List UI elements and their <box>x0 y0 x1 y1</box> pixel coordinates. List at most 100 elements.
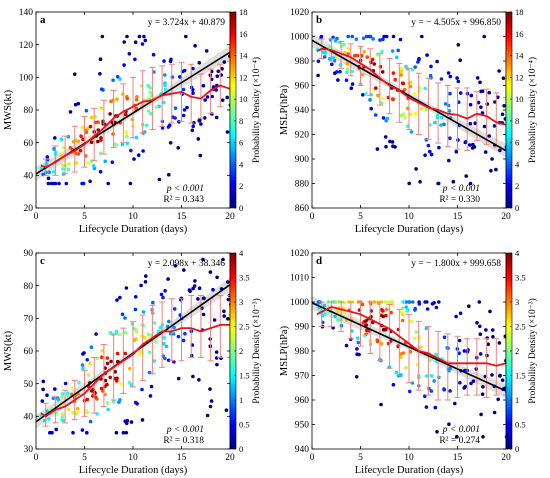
y-tick-label: 60 <box>24 347 34 357</box>
scatter-point <box>39 166 44 170</box>
scatter-point <box>100 348 105 353</box>
scatter-point <box>181 113 186 118</box>
p-value: p < 0.001 <box>166 425 204 435</box>
scatter-point <box>47 417 51 421</box>
scatter-point <box>322 304 327 308</box>
x-tick-label: 10 <box>404 453 414 463</box>
x-tick-label: 0 <box>34 453 39 463</box>
scatter-point <box>414 167 418 171</box>
y-tick-label: 40 <box>24 413 34 423</box>
scatter-point <box>424 405 429 409</box>
scatter-point <box>407 181 412 186</box>
scatter-point <box>154 105 159 109</box>
scatter-point <box>115 75 120 79</box>
scatter-point <box>134 97 139 102</box>
scatter-point <box>115 351 120 356</box>
scatter-point <box>398 37 403 42</box>
scatter-point <box>84 108 89 113</box>
scatter-point <box>160 126 165 130</box>
scatter-point <box>352 53 357 58</box>
scatter-point <box>147 350 152 355</box>
scatter-point <box>369 106 374 111</box>
scatter-point <box>381 314 386 319</box>
scatter-point <box>111 132 115 136</box>
scatter-point <box>141 323 146 328</box>
scatter-point <box>208 387 212 391</box>
scatter-point <box>123 351 127 356</box>
scatter-point <box>490 157 494 161</box>
scatter-point <box>425 307 430 311</box>
scatter-point <box>198 153 203 158</box>
colorbar-tick-label: 0 <box>515 203 519 213</box>
colorbar-tick-label: 14 <box>239 51 248 61</box>
scatter-point <box>56 397 60 402</box>
scatter-point <box>40 399 45 403</box>
scatter-point <box>181 338 186 343</box>
scatter-point <box>364 332 369 336</box>
y-tick-label: 1020 <box>290 249 309 259</box>
scatter-point <box>215 275 219 280</box>
scatter-point <box>381 37 385 42</box>
scatter-point <box>94 332 98 336</box>
scatter-point <box>80 363 85 367</box>
scatter-point <box>193 44 197 48</box>
regression-equation: y = − 4.505x + 996.850 <box>411 18 501 28</box>
scatter-point <box>435 430 439 434</box>
scatter-point <box>356 340 361 345</box>
colorbar-tick-label: 1.5 <box>239 371 250 381</box>
scatter-point <box>98 57 103 61</box>
regression-equation: y = 3.724x + 40.879 <box>148 18 225 28</box>
scatter-point <box>372 62 377 66</box>
scatter-point <box>327 56 332 61</box>
colorbar-tick-label: 18 <box>239 7 248 17</box>
scatter-point <box>163 289 167 293</box>
y-tick-label: 950 <box>295 421 310 431</box>
scatter-point <box>66 134 71 139</box>
r-squared: R² = 0.343 <box>163 195 204 205</box>
scatter-point <box>331 35 335 40</box>
scatter-point <box>222 309 226 314</box>
scatter-point <box>76 139 80 144</box>
scatter-point <box>98 72 102 76</box>
y-axis-label: MWS(kt) <box>3 89 14 130</box>
scatter-point <box>108 112 112 116</box>
scatter-point <box>380 49 384 54</box>
scatter-point <box>176 376 181 381</box>
scatter-point <box>467 304 471 309</box>
scatter-point <box>157 104 161 109</box>
x-tick-label: 5 <box>82 212 87 222</box>
scatter-point <box>330 62 334 67</box>
scatter-point <box>401 351 406 355</box>
scatter-point <box>146 332 151 337</box>
scatter-point <box>435 59 439 64</box>
scatter-point <box>480 392 485 397</box>
scatter-point <box>46 181 51 186</box>
scatter-point <box>468 102 473 107</box>
scatter-point <box>181 87 186 92</box>
x-axis-label: Lifecycle Duration (days) <box>355 224 464 235</box>
scatter-point <box>133 57 137 62</box>
scatter-point <box>137 34 142 39</box>
scatter-point <box>89 345 94 350</box>
x-tick-label: 10 <box>128 212 138 222</box>
scatter-point <box>178 75 182 79</box>
scatter-point <box>140 418 145 422</box>
scatter-point <box>140 42 145 46</box>
scatter-point <box>137 352 141 357</box>
scatter-point <box>127 380 132 385</box>
scatter-point <box>199 122 203 126</box>
scatter-point <box>173 106 178 110</box>
scatter-point <box>81 366 85 371</box>
scatter-point <box>119 382 123 386</box>
colorbar-tick-label: 2 <box>515 346 519 356</box>
scatter-point <box>370 57 375 62</box>
scatter-point <box>81 181 86 186</box>
x-tick-label: 20 <box>225 453 235 463</box>
y-tick-label: 990 <box>295 323 310 333</box>
scatter-point <box>485 102 490 106</box>
scatter-point <box>148 90 152 95</box>
scatter-point <box>342 300 346 305</box>
colorbar-tick-label: 8 <box>239 116 243 126</box>
x-tick-label: 5 <box>358 453 363 463</box>
scatter-point <box>482 124 487 129</box>
